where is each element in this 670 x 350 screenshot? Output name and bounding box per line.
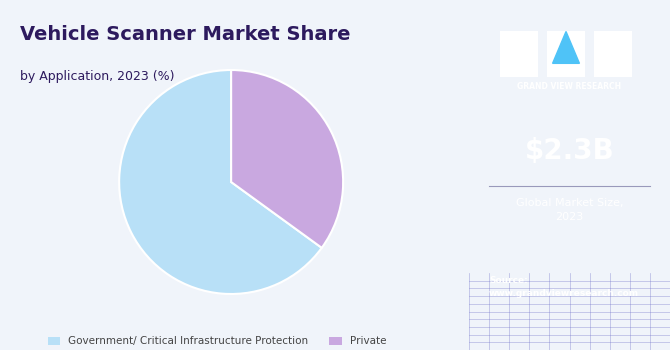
Text: Vehicle Scanner Market Share: Vehicle Scanner Market Share [20, 25, 350, 43]
FancyBboxPatch shape [547, 32, 585, 77]
Polygon shape [553, 32, 580, 63]
FancyBboxPatch shape [500, 32, 538, 77]
Text: Source:
www.grandviewresearch.com: Source: www.grandviewresearch.com [489, 276, 639, 298]
Legend: Government/ Critical Infrastructure Protection, Private: Government/ Critical Infrastructure Prot… [44, 332, 391, 350]
Wedge shape [119, 70, 322, 294]
Text: Global Market Size,
2023: Global Market Size, 2023 [516, 198, 623, 222]
Text: GRAND VIEW RESEARCH: GRAND VIEW RESEARCH [517, 82, 622, 91]
Text: by Application, 2023 (%): by Application, 2023 (%) [20, 70, 175, 83]
FancyBboxPatch shape [594, 32, 632, 77]
Wedge shape [231, 70, 343, 248]
Text: $2.3B: $2.3B [525, 136, 614, 164]
